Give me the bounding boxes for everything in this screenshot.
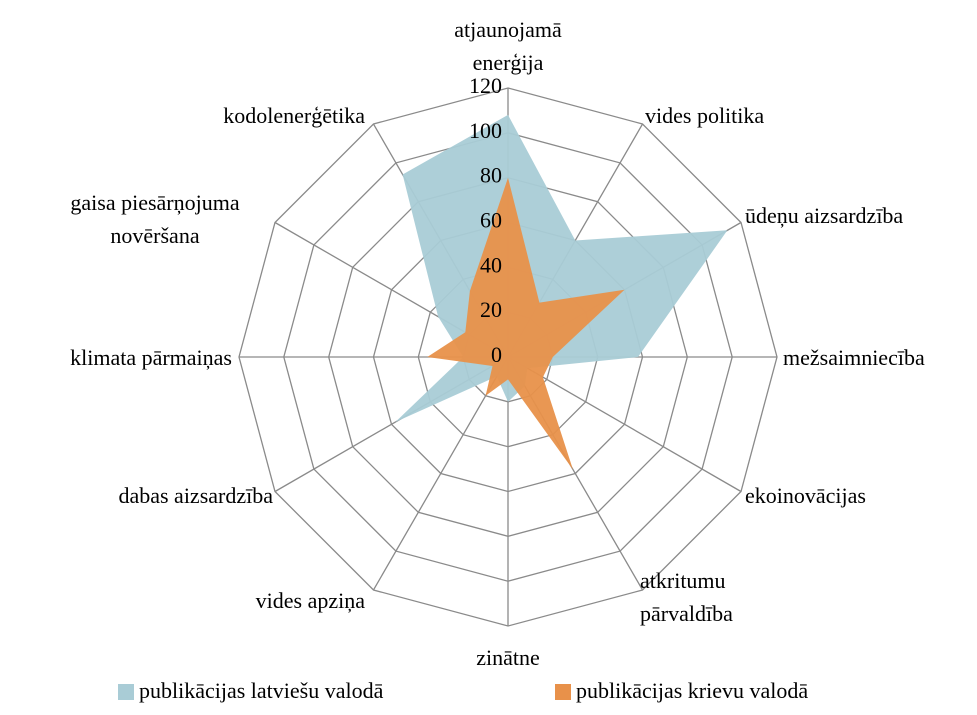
- r-tick-label: 20: [480, 297, 502, 322]
- category-label: vides apziņa: [256, 588, 366, 613]
- legend-swatch: [118, 684, 134, 700]
- category-label: mežsaimniecība: [783, 345, 925, 370]
- r-tick-label: 120: [469, 73, 502, 98]
- category-label: klimata pārmaiņas: [70, 345, 232, 370]
- legend-swatch: [555, 684, 571, 700]
- category-label: vides politika: [645, 103, 764, 128]
- category-label: ekoinovācijas: [745, 483, 866, 508]
- category-label: dabas aizsardzība: [118, 483, 273, 508]
- r-tick-label: 80: [480, 163, 502, 188]
- category-label: kodolenerģētika: [223, 103, 365, 128]
- legend-label: publikācijas krievu valodā: [576, 678, 808, 703]
- series-area: [395, 114, 728, 423]
- r-tick-label: 40: [480, 252, 502, 277]
- category-label: gaisa piesārņojuma novēršana: [70, 190, 239, 248]
- spoke: [372, 356, 509, 591]
- category-label: ūdeņu aizsardzība: [745, 203, 903, 228]
- r-tick-label: 100: [469, 118, 502, 143]
- series-area: [427, 177, 625, 470]
- legend-label: publikācijas latviešu valodā: [139, 678, 384, 703]
- category-label: atjaunojamā enerģija: [454, 17, 562, 75]
- r-tick-label: 60: [480, 208, 502, 233]
- r-tick-label: 0: [491, 342, 502, 367]
- category-label: zinātne: [476, 645, 540, 670]
- category-label: atkritumu pārvaldība: [640, 568, 733, 626]
- spoke: [507, 356, 742, 493]
